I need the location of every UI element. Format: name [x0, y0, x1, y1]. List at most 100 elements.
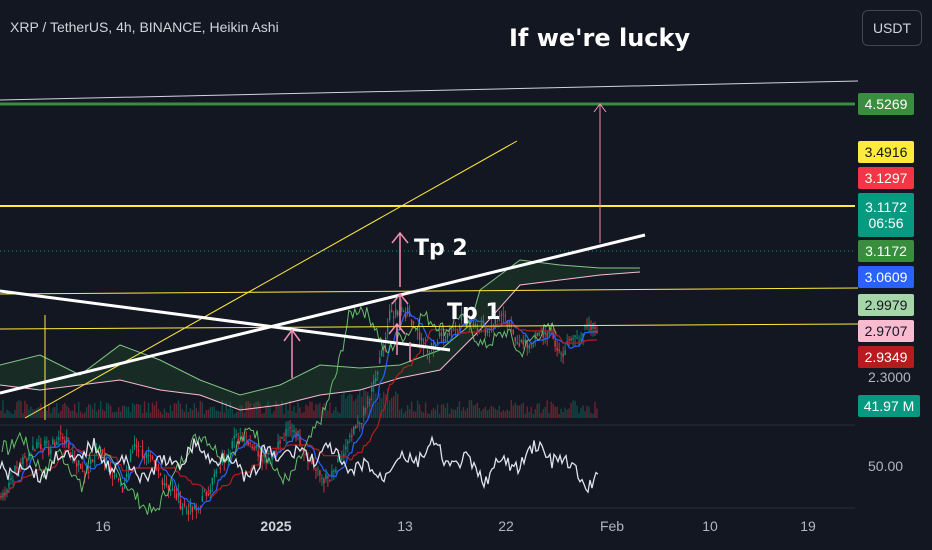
candle-body [588, 323, 590, 326]
volume-bar [420, 411, 423, 418]
candle-body [44, 440, 46, 446]
candle-body [480, 323, 483, 326]
price-label-red-top: 3.1297 [858, 167, 914, 189]
candle-body [143, 456, 146, 458]
candle-body [458, 326, 461, 329]
volume-bar [42, 410, 44, 418]
volume-bar [381, 398, 383, 418]
candle-body [145, 453, 148, 458]
candle-body [345, 446, 347, 450]
candle-body [0, 495, 2, 498]
candle-body [147, 454, 150, 456]
volume-bar [241, 405, 243, 418]
candle-body [245, 435, 247, 437]
volume-bar [500, 411, 503, 418]
candle-body [353, 426, 355, 435]
candle-body [213, 474, 215, 478]
candle-body [359, 423, 361, 425]
candle-body [586, 325, 588, 327]
volume-bar [448, 413, 451, 418]
candle-body [111, 476, 114, 478]
volume-bar [572, 400, 574, 418]
candle-body [259, 455, 261, 458]
candle-body [175, 493, 178, 500]
candle-body [474, 324, 477, 327]
candle-body [560, 352, 562, 354]
volume-bar [323, 403, 325, 418]
kumo-upper-line [0, 259, 640, 396]
volume-bar [408, 409, 411, 418]
volume-bar [460, 410, 463, 418]
volume-bar [149, 412, 152, 418]
volume-bar [353, 401, 355, 418]
volume-bar [546, 400, 548, 418]
candle-body [392, 316, 395, 318]
volume-bar [335, 406, 337, 418]
candle-body [331, 471, 333, 476]
candle-body [66, 436, 68, 443]
x-tick-2025: 2025 [260, 518, 292, 534]
volume-bar [4, 413, 6, 418]
volume-bar [540, 413, 542, 418]
candle-body [91, 459, 94, 462]
volume-bar [331, 413, 333, 418]
volume-bar [341, 394, 343, 418]
volume-bar [301, 413, 303, 418]
candle-body [36, 441, 38, 448]
candle-body [347, 441, 349, 444]
candle-body [349, 435, 351, 437]
x-tick-13: 13 [397, 518, 413, 534]
ascending-trendline[interactable] [0, 233, 646, 395]
candle-body [355, 425, 357, 429]
volume-bar [369, 396, 371, 418]
volume-bar [289, 400, 291, 418]
candle-body [520, 339, 522, 343]
candle-body [117, 479, 120, 481]
rsi-mid-tick: 50.00 [868, 458, 904, 474]
volume-bar [345, 398, 347, 418]
volume-bar [512, 405, 514, 418]
candle-body [514, 337, 516, 342]
volume-bar [143, 401, 146, 418]
candle-body [137, 449, 140, 451]
price-label-pink: 2.9707 [858, 320, 914, 342]
volume-bar [50, 413, 52, 418]
candle-body [319, 470, 321, 476]
descending-trendline[interactable] [0, 289, 451, 352]
volume-bar [40, 403, 42, 418]
volume-bar [195, 408, 198, 418]
candle-body [171, 488, 174, 490]
candle-body [418, 331, 421, 340]
volume-bar [544, 406, 546, 418]
candle-body [582, 333, 584, 338]
candle-body [149, 455, 152, 457]
volume-bar [410, 401, 413, 418]
candle-body [177, 492, 180, 498]
candle-body [442, 339, 445, 342]
volume-bar [588, 407, 590, 418]
support-line-lower[interactable] [0, 323, 859, 330]
volume-bar [133, 404, 136, 418]
volume-bar [365, 391, 367, 418]
candle-body [32, 445, 34, 450]
candle-body [317, 468, 319, 470]
volume-bar [394, 391, 397, 418]
volume-bar [209, 407, 211, 418]
price-label-light-green: 2.9979 [858, 294, 914, 316]
candle-body [536, 332, 538, 337]
rising-channel-line[interactable] [24, 140, 518, 419]
volume-bar [95, 411, 98, 418]
volume-bar [542, 408, 544, 418]
volume-bar [213, 406, 215, 418]
support-line-upper[interactable] [0, 287, 859, 295]
volume-bar [379, 393, 381, 418]
candle-body [351, 435, 353, 438]
candle-body [570, 338, 572, 341]
currency-button[interactable]: USDT [862, 10, 922, 46]
candle-body [277, 441, 279, 449]
volume-bar [30, 406, 32, 418]
volume-bar [538, 403, 540, 418]
long-trend-line[interactable] [0, 80, 859, 101]
candle-body [281, 436, 283, 439]
